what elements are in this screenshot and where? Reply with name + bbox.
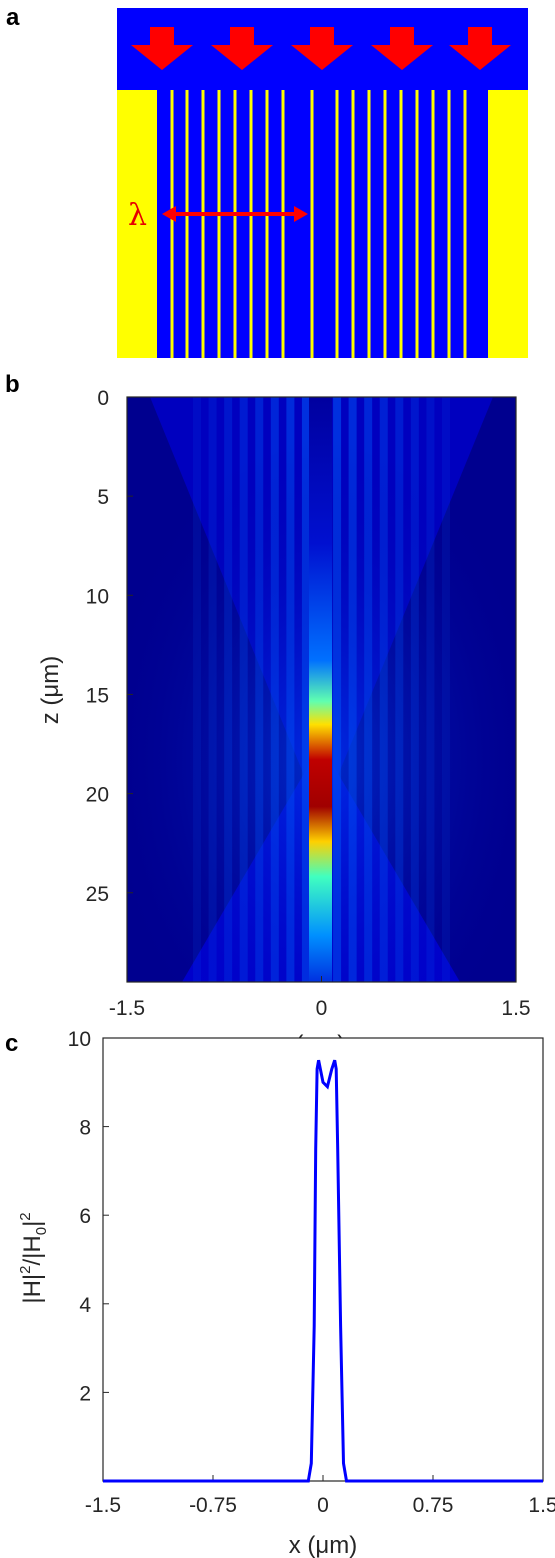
focal-hotspot	[309, 397, 332, 982]
plot-xtick-label: 0.75	[413, 1494, 454, 1517]
plot-xtick-label: -0.75	[189, 1494, 237, 1517]
incident-arrow	[371, 27, 433, 70]
heatmap-ytick-label: 0	[97, 387, 109, 410]
incident-arrow	[449, 27, 511, 70]
metal-stripe	[217, 90, 221, 358]
metal-left-block	[117, 90, 157, 358]
incident-arrow	[211, 27, 273, 70]
wavelength-symbol: λ	[128, 198, 147, 233]
incident-arrow	[291, 27, 353, 70]
heatmap-ytick-label: 20	[86, 784, 109, 807]
metal-stripe	[265, 90, 269, 358]
metal-stripe	[310, 90, 314, 358]
metal-stripe	[185, 90, 189, 358]
metal-stripe	[281, 90, 285, 358]
heatmap-ytick-label: 15	[86, 684, 109, 707]
metal-stripe	[335, 90, 339, 358]
metal-stripe	[399, 90, 403, 358]
plot-frame	[102, 1037, 544, 1482]
metal-stripes	[170, 90, 467, 358]
panel-c-label: c	[5, 1030, 19, 1057]
metal-stripe	[367, 90, 371, 358]
plot-ytick-label: 4	[79, 1294, 91, 1317]
metal-stripe	[233, 90, 237, 358]
structure-diagram: λ	[117, 8, 528, 358]
plot-ytick-label: 8	[79, 1117, 91, 1140]
metal-stripe	[201, 90, 205, 358]
plot-xtick-label: 0	[317, 1494, 329, 1517]
plot-ylabel: |H|2/|H0|2	[17, 1212, 50, 1303]
heatmap-xtick-label: 1.5	[501, 997, 530, 1020]
metal-right-block	[488, 90, 528, 358]
plot-ytick-label: 2	[79, 1382, 91, 1405]
panel-a-label: a	[6, 4, 20, 31]
plot-xtick-label: -1.5	[85, 1494, 121, 1517]
heatmap-xtick-label: -1.5	[109, 997, 145, 1020]
incident-arrows	[131, 27, 511, 70]
heatmap-xtick-label: 0	[316, 997, 328, 1020]
incident-arrow	[131, 27, 193, 70]
metal-stripe	[249, 90, 253, 358]
wavelength-arrowhead-left	[162, 206, 176, 222]
ylabel-part-5: |	[19, 1221, 46, 1227]
metal-stripe	[415, 90, 419, 358]
wavelength-marker: λ	[128, 198, 308, 233]
metal-stripe	[447, 90, 451, 358]
metal-stripe	[431, 90, 435, 358]
heatmap-axes: -1.5 0 1.5 0 5 10 15 20 25	[86, 387, 531, 1020]
plot-axes: -1.5 -0.75 0 0.75 1.5 2 4 6 8 10	[68, 1028, 555, 1517]
intensity-series-line	[103, 1059, 543, 1483]
plot-ytick-label: 10	[68, 1028, 91, 1051]
panel-b-label: b	[5, 371, 20, 398]
plot-xlabel: x (μm)	[289, 1532, 357, 1558]
metal-stripe	[351, 90, 355, 358]
ylabel-part-2: 2	[17, 1266, 34, 1274]
ylabel-part-6: 2	[17, 1212, 34, 1220]
heatmap-ytick-label: 10	[86, 585, 109, 608]
heatmap-ylabel: z (μm)	[37, 656, 64, 724]
heatmap-ytick-label: 5	[97, 486, 109, 509]
heatmap-ytick-label: 25	[86, 883, 109, 906]
ylabel-part-3: /|H	[19, 1235, 46, 1265]
plot-ytick-label: 6	[79, 1205, 91, 1228]
wavelength-arrowhead-right	[294, 206, 308, 222]
plot-xtick-label: 1.5	[528, 1494, 555, 1517]
metal-stripe	[463, 90, 467, 358]
metal-stripe	[383, 90, 387, 358]
ylabel-part-4: 0	[33, 1227, 50, 1235]
metal-stripe	[170, 90, 174, 358]
slit-region	[157, 90, 488, 358]
ylabel-part-1: |H|	[19, 1274, 46, 1304]
